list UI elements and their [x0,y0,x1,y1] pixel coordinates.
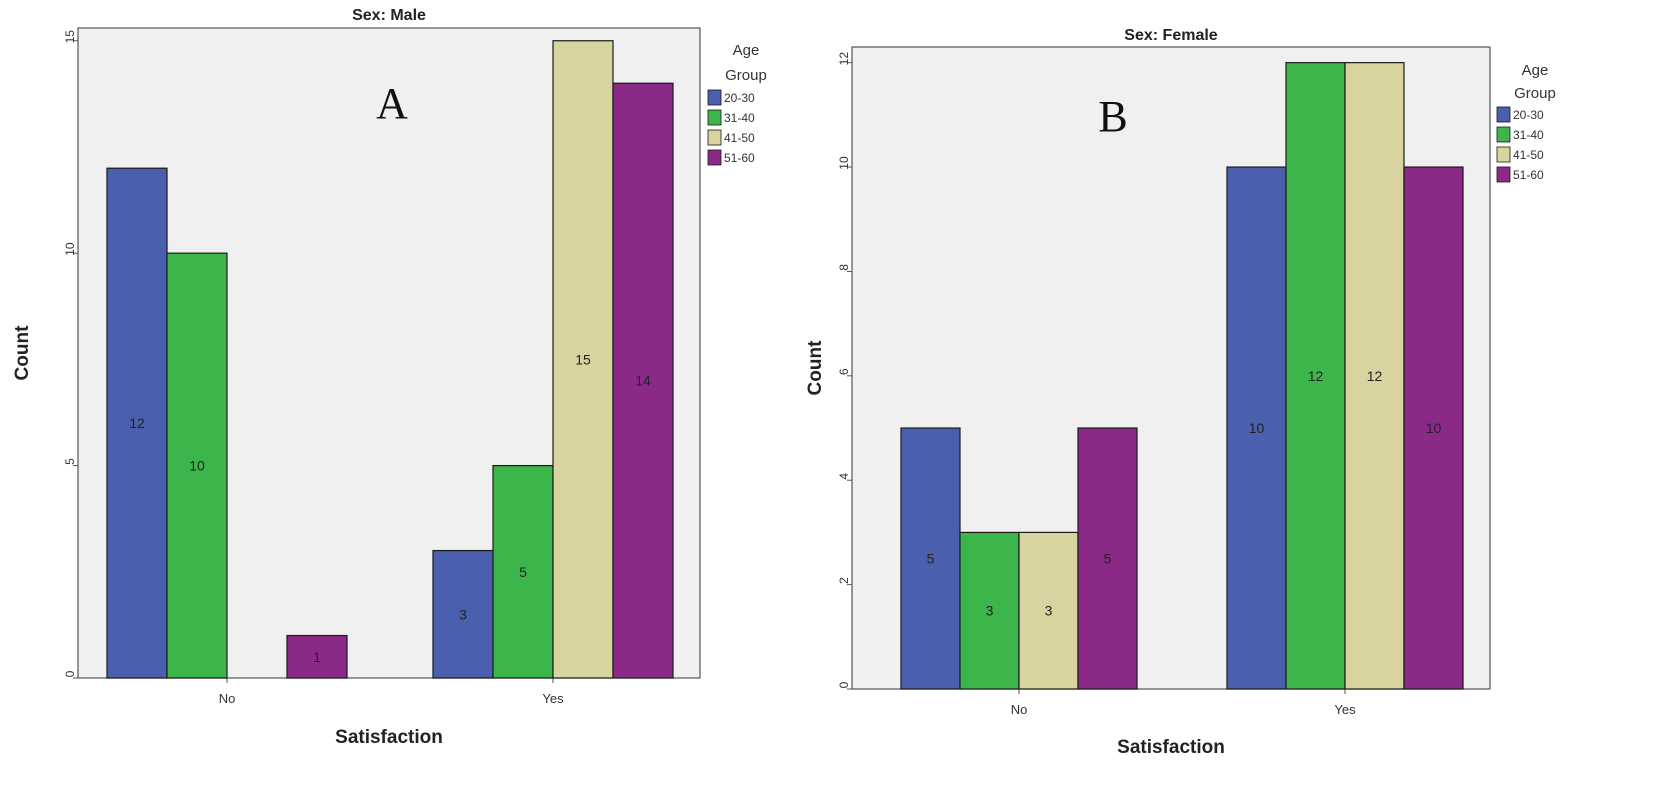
y-tick-label: 2 [837,577,851,584]
bar-value-label: 12 [1367,368,1383,384]
bar-value-label: 5 [927,551,935,567]
legend-swatch-51-60 [707,149,722,166]
legend-label-51-60: 51-60 [1513,168,1544,182]
y-tick-label: 10 [837,156,851,170]
legend-title: Group [1514,85,1556,102]
bar-value-label: 3 [986,603,994,619]
bar-no-31-40 [959,531,1020,690]
legend-title: Age [1522,62,1549,79]
y-tick-label: 10 [63,242,77,256]
x-axis-title: Satisfaction [335,727,443,748]
bar-yes-51-60 [612,82,674,679]
y-tick-label: 12 [837,52,851,66]
x-tick-label: No [219,691,236,706]
chart-panel-female: Sex: Female 0 2 4 6 8 10 12 Count Satisfaction No 5… [805,27,1556,758]
panel-letter: B [1098,92,1127,141]
bar-value-label: 12 [1308,368,1324,384]
legend-swatch-20-30 [707,89,722,106]
legend: Age Group 20-30 31-40 41-50 51-60 [707,42,767,166]
y-tick-label: 4 [837,473,851,480]
y-tick-label: 0 [837,681,851,688]
bar-value-label: 3 [459,606,467,622]
bar-yes-31-40 [492,464,554,679]
chart-title: Sex: Female [1124,27,1217,44]
legend-title: Group [725,67,767,84]
bar-value-label: 5 [1104,551,1112,567]
legend-label-20-30: 20-30 [724,91,755,105]
legend-swatch-20-30 [1496,106,1511,123]
legend-swatch-31-40 [707,109,722,126]
y-tick-label: 5 [63,458,77,465]
legend-label-31-40: 31-40 [724,111,755,125]
x-tick-label: Yes [542,691,564,706]
legend-title: Age [733,42,760,59]
bar-value-label: 10 [1426,420,1442,436]
y-axis-title: Count [12,325,33,381]
chart-panel-male: Sex: Male 0 5 10 15 Count Satisfaction No 12 10 1 Y… [12,7,767,748]
legend-label-31-40: 31-40 [1513,128,1544,142]
legend-label-51-60: 51-60 [724,151,755,165]
bar-value-label: 12 [129,415,145,431]
bar-no-51-60 [286,634,348,679]
bar-no-20-30 [900,427,961,690]
y-tick-label: 6 [837,368,851,375]
bar-value-label: 15 [575,351,591,367]
x-axis-title: Satisfaction [1117,737,1225,758]
bar-no-51-60 [1077,427,1138,690]
bar-yes-20-30 [432,549,494,679]
legend-swatch-31-40 [1496,126,1511,143]
legend: Age Group 20-30 31-40 41-50 51-60 [1496,62,1556,183]
bar-value-label: 1 [313,649,321,665]
bar-value-label: 5 [519,564,527,580]
legend-label-41-50: 41-50 [1513,148,1544,162]
legend-swatch-41-50 [707,129,722,146]
bar-no-31-40 [166,252,228,679]
bar-yes-51-60 [1403,166,1464,690]
bar-no-20-30 [106,167,168,679]
legend-swatch-51-60 [1496,166,1511,183]
panel-letter: A [376,79,408,128]
y-tick-label: 0 [63,670,77,677]
bar-value-label: 10 [1249,420,1265,436]
bar-no-41-50 [1018,531,1079,690]
legend-label-41-50: 41-50 [724,131,755,145]
y-axis-title: Count [805,340,826,396]
bar-yes-20-30 [1226,166,1287,690]
bar-value-label: 14 [635,373,651,389]
bar-value-label: 10 [189,458,205,474]
y-tick-label: 8 [837,264,851,271]
bar-value-label: 3 [1045,603,1053,619]
y-tick-label: 15 [63,30,77,44]
bar-yes-41-50 [552,40,614,679]
chart-title: Sex: Male [352,7,426,24]
bar-yes-31-40 [1285,62,1346,690]
legend-label-20-30: 20-30 [1513,108,1544,122]
legend-swatch-41-50 [1496,146,1511,163]
x-tick-label: No [1011,702,1028,717]
x-tick-label: Yes [1334,702,1356,717]
